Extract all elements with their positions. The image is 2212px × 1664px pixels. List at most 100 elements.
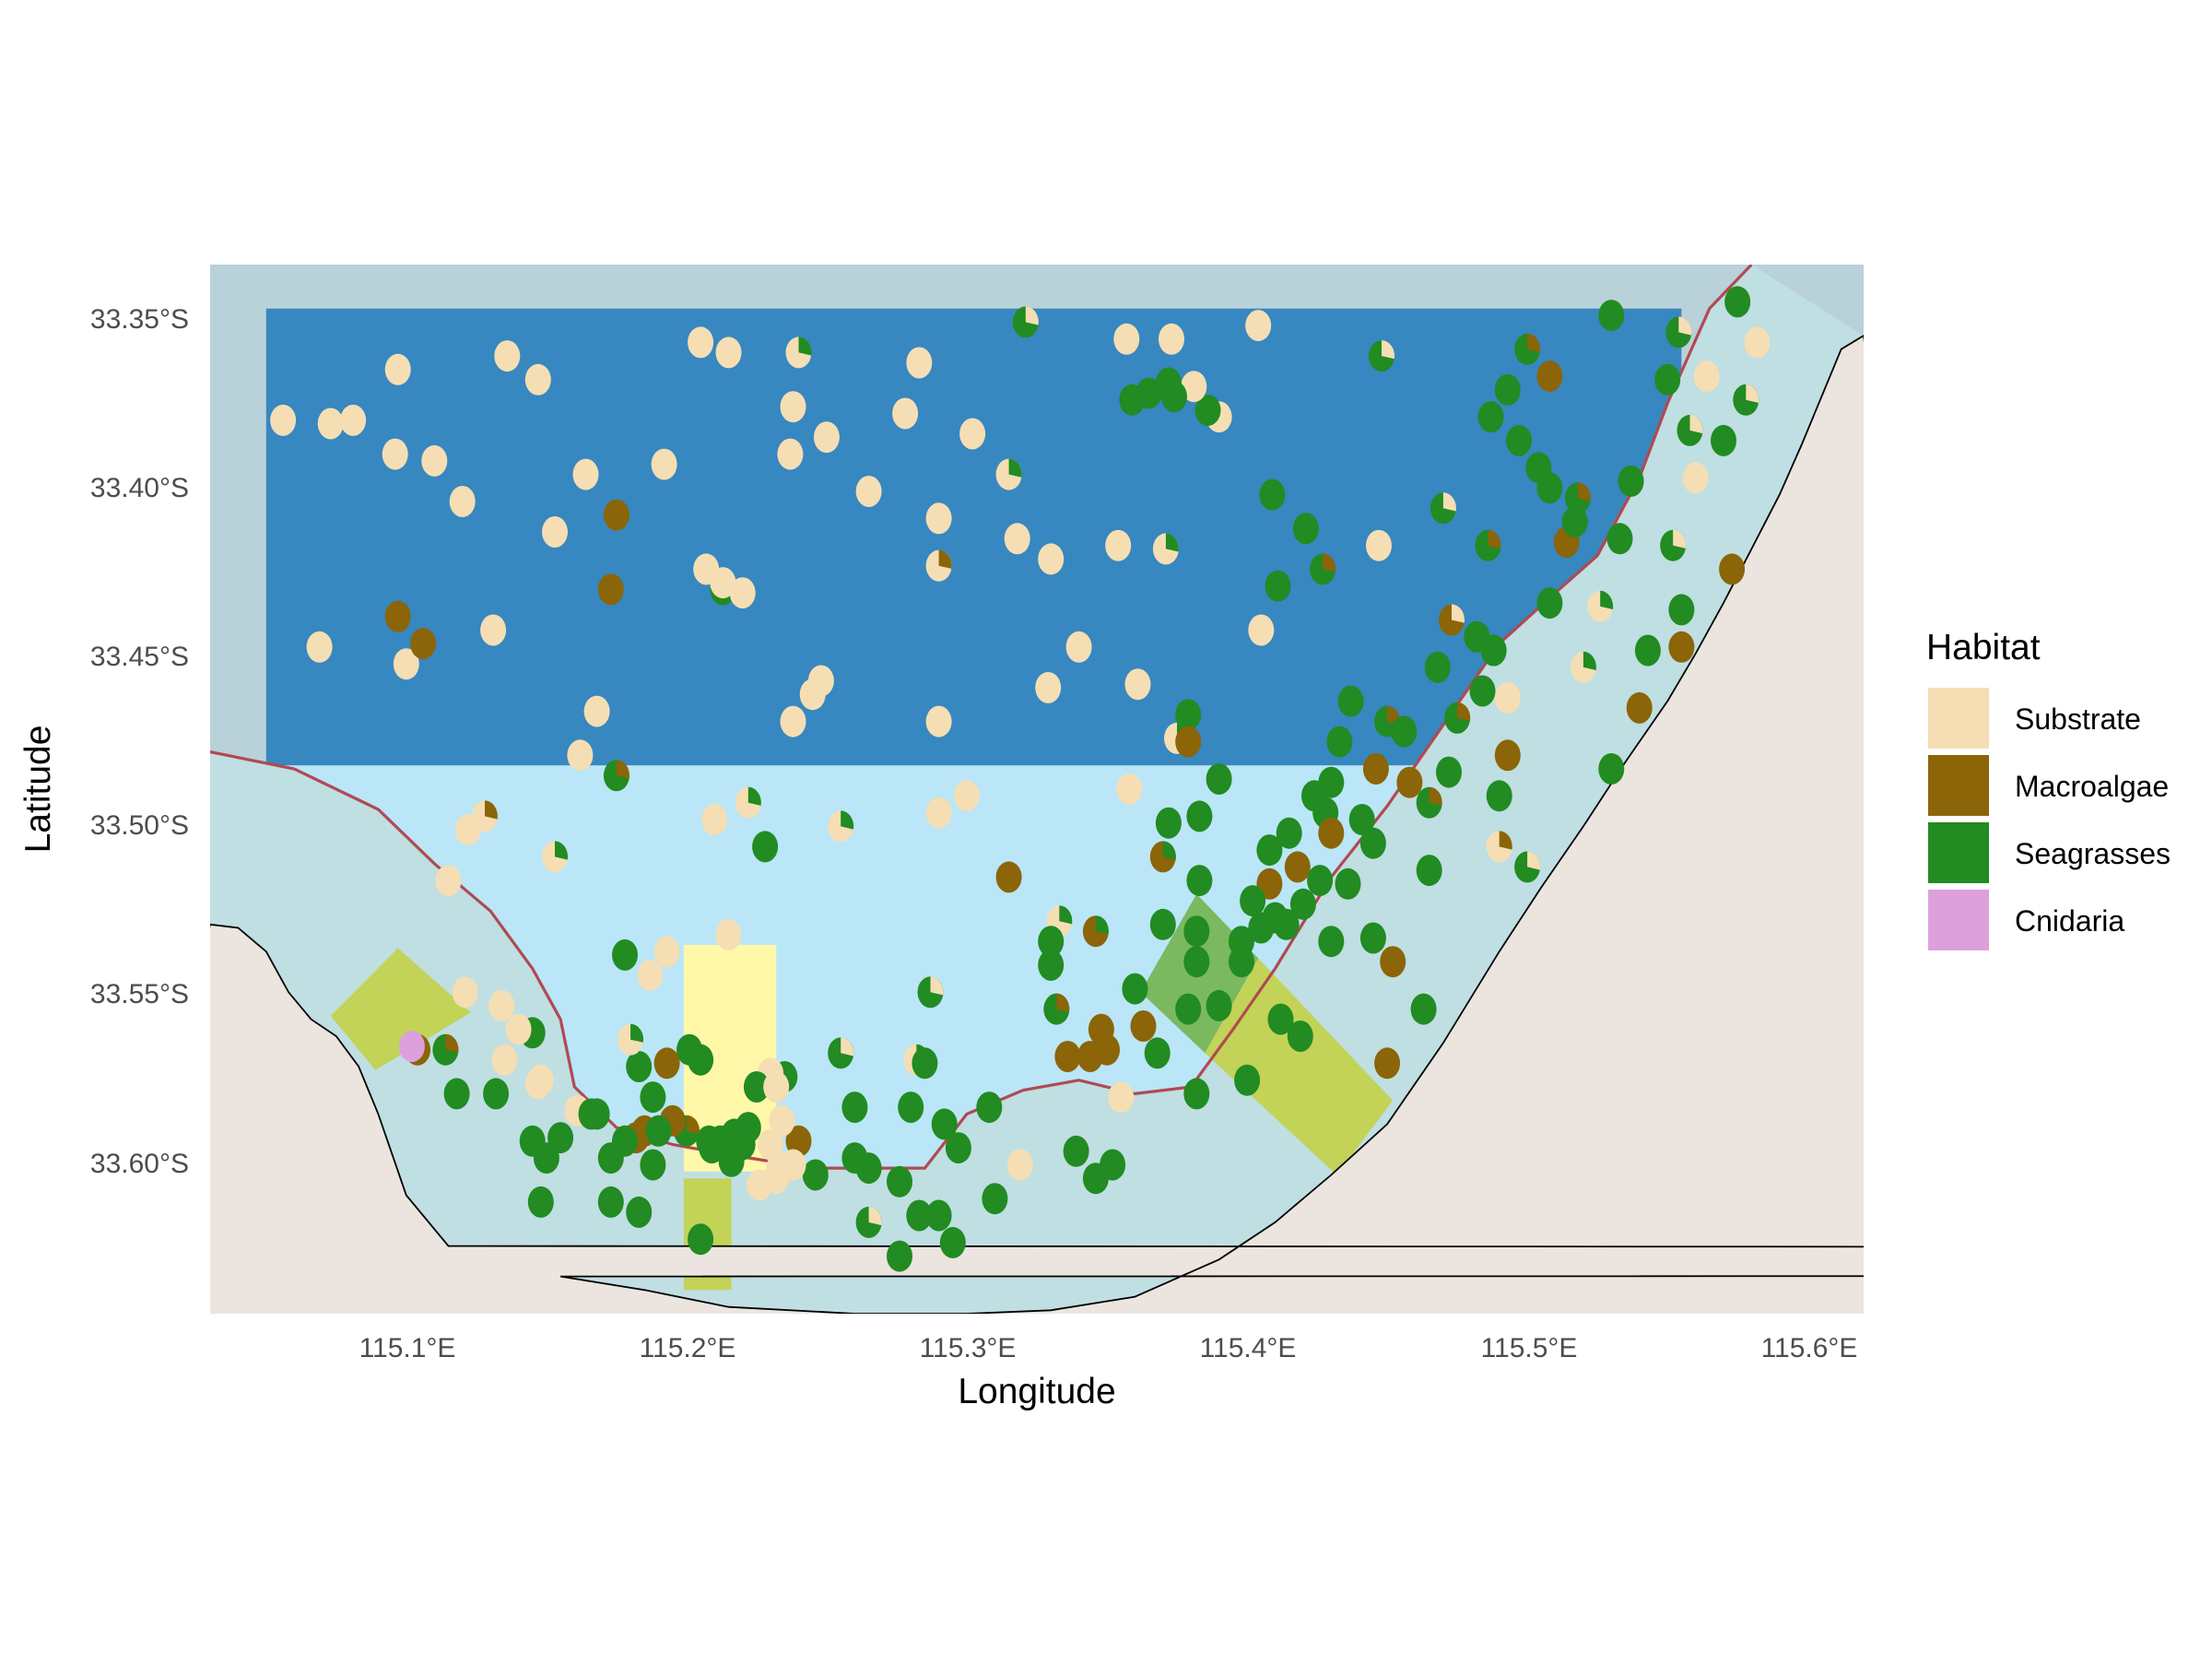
habitat-point (1245, 310, 1272, 342)
habitat-point (1082, 915, 1109, 948)
pie-base (780, 391, 806, 423)
pie-base (626, 1196, 653, 1228)
habitat-point (1038, 949, 1065, 981)
pie-base (567, 739, 594, 772)
pie-base (699, 1132, 725, 1164)
habitat-point (677, 1033, 702, 1066)
pie-base (1391, 715, 1418, 748)
pie-base (1536, 360, 1563, 393)
pie-base (1289, 888, 1316, 920)
pie-base (527, 1064, 554, 1096)
habitat-point (1265, 570, 1291, 602)
habitat-point (802, 1159, 829, 1191)
habitat-point (1256, 834, 1283, 867)
pie-slice (1442, 492, 1456, 512)
habitat-point (1416, 786, 1442, 819)
habitat-point (1587, 590, 1614, 622)
habitat-point (637, 959, 664, 991)
pie-base (1124, 668, 1151, 701)
pie-base (597, 1142, 624, 1174)
pie-base (1598, 300, 1625, 332)
pie-base (1284, 851, 1311, 883)
habitat-point (449, 486, 476, 517)
pie-base (1366, 529, 1392, 561)
pie-base (777, 438, 804, 470)
pie-slice (1165, 533, 1179, 552)
pie-base (1175, 699, 1202, 731)
habitat-point (828, 810, 854, 843)
habitat-point (925, 1199, 952, 1232)
pie-base (1494, 681, 1521, 714)
x-tick-label: 115.5°E (1481, 1333, 1578, 1363)
habitat-point (688, 1223, 714, 1256)
habitat-point (653, 936, 680, 968)
habitat-point (1668, 631, 1695, 663)
pie-base (597, 1186, 624, 1218)
pie-base (1259, 478, 1286, 511)
habitat-point (1475, 529, 1501, 561)
pie-base (1396, 766, 1423, 798)
habitat-point (491, 1044, 518, 1076)
habitat-point (480, 614, 507, 646)
habitat-point (1065, 631, 1092, 663)
habitat-point (1194, 394, 1221, 426)
pie-base (841, 1092, 868, 1124)
pie-base (1359, 827, 1386, 859)
habitat-point (1486, 831, 1512, 863)
pie-base (306, 631, 333, 663)
pie-slice (1527, 333, 1541, 352)
habitat-point (1494, 739, 1521, 772)
pie-base (1183, 1078, 1210, 1110)
habitat-point (1035, 671, 1062, 703)
land-area (210, 335, 1864, 1314)
habitat-point (752, 831, 779, 863)
habitat-point (1598, 300, 1625, 332)
habitat-point (1119, 384, 1146, 416)
pie-base (715, 918, 742, 950)
pie-base (1159, 323, 1184, 355)
habitat-point (939, 1226, 966, 1258)
habitat-point (1307, 865, 1334, 897)
pie-base (651, 448, 677, 480)
pie-base (1119, 384, 1146, 416)
pie-slice (1059, 905, 1073, 925)
habitat-point (945, 1132, 971, 1164)
habitat-point (1043, 993, 1070, 1025)
habitat-point (1149, 841, 1176, 873)
habitat-point (1175, 699, 1202, 731)
habitat-point (701, 804, 728, 835)
habitat-point (583, 695, 610, 727)
habitat-point (1561, 506, 1588, 537)
pie-base (1183, 915, 1210, 948)
habitat-point (828, 1037, 854, 1069)
habitat-point (542, 516, 568, 548)
habitat-point (1410, 993, 1437, 1025)
legend-item-cnidaria: Cnidaria (1928, 890, 2124, 950)
habitat-point (769, 1104, 795, 1137)
pie-slice (630, 1023, 644, 1043)
pie-base (715, 336, 742, 369)
pie-slice (1323, 553, 1336, 572)
pie-base (1668, 631, 1695, 663)
pie-base (1598, 753, 1625, 785)
habitat-point (626, 1196, 653, 1228)
habitat-point (398, 1031, 425, 1062)
habitat-point (976, 1092, 1003, 1124)
pie-base (855, 476, 882, 507)
pie-base (505, 1013, 532, 1045)
map-panel (210, 265, 1864, 1314)
pie-slice (798, 336, 812, 356)
habitat-point (1668, 594, 1695, 626)
habitat-point (1267, 1003, 1294, 1035)
habitat-point (1186, 865, 1213, 897)
pie-base (1469, 675, 1496, 707)
habitat-point (855, 1152, 882, 1185)
habitat-point (1284, 851, 1311, 883)
habitat-point (270, 404, 297, 436)
habitat-point (1618, 465, 1644, 497)
habitat-point (715, 336, 742, 369)
y-tick-label: 33.60°S (90, 1149, 189, 1179)
pie-base (612, 938, 638, 971)
habitat-point (715, 918, 742, 950)
